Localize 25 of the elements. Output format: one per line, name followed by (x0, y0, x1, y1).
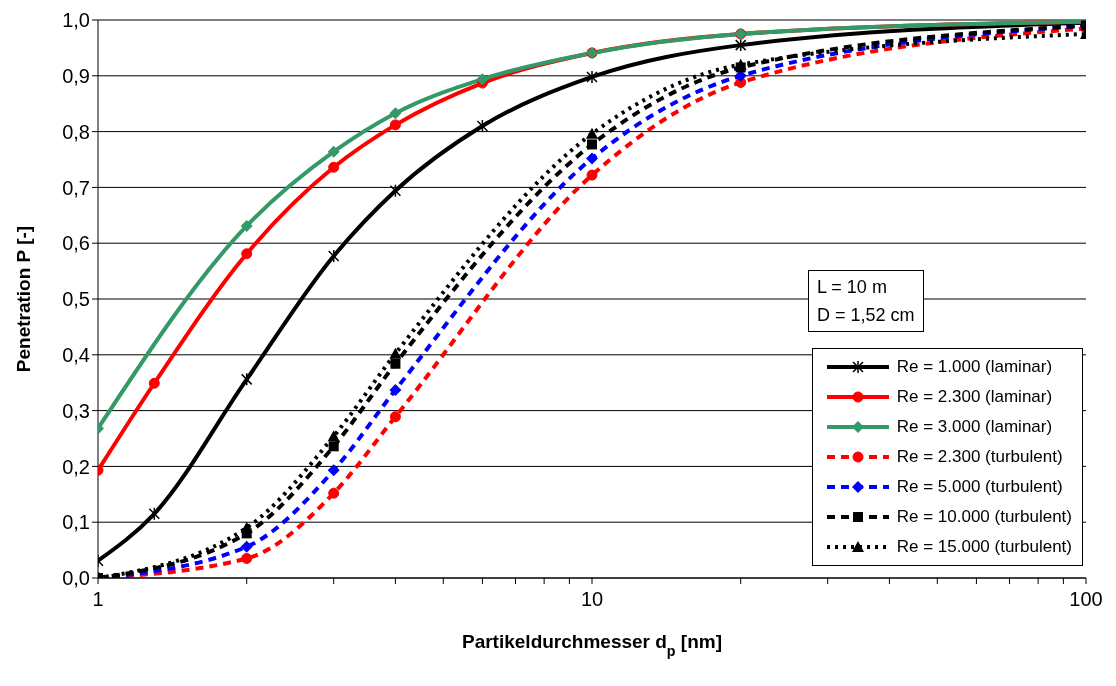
y-tick-label: 0,3 (62, 399, 90, 422)
legend-label: Re = 5.000 (turbulent) (896, 477, 1063, 497)
legend-label: Re = 10.000 (turbulent) (896, 507, 1072, 527)
annotation: D = 1,52 cm (817, 304, 915, 327)
y-tick-label: 0,0 (62, 567, 90, 590)
y-tick-label: 0,6 (62, 232, 90, 255)
legend-label: Re = 2.300 (laminar) (896, 387, 1053, 407)
x-tick-label: 10 (580, 588, 604, 611)
y-tick-label: 0,8 (62, 120, 90, 143)
y-tick-label: 0,1 (62, 511, 90, 534)
y-tick-label: 0,5 (62, 288, 90, 311)
legend-label: Re = 15.000 (turbulent) (896, 537, 1072, 557)
y-tick-label: 1,0 (62, 9, 90, 32)
x-tick-label: 100 (1069, 588, 1103, 611)
legend-label: Re = 3.000 (laminar) (896, 417, 1053, 437)
y-tick-label: 0,2 (62, 455, 90, 478)
legend-label: Re = 2.300 (turbulent) (896, 447, 1063, 467)
annotation: L = 10 m (817, 276, 888, 299)
y-tick-label: 0,4 (62, 343, 90, 366)
x-axis-title: Partikeldurchmesser d$_{p}$ [nm] (461, 631, 723, 659)
legend-label: Re = 1.000 (laminar) (896, 357, 1053, 377)
y-axis-title: Penetration P [-] (13, 225, 34, 373)
x-tick-label: 1 (92, 588, 104, 611)
y-tick-label: 0,7 (62, 176, 90, 199)
y-tick-label: 0,9 (62, 64, 90, 87)
